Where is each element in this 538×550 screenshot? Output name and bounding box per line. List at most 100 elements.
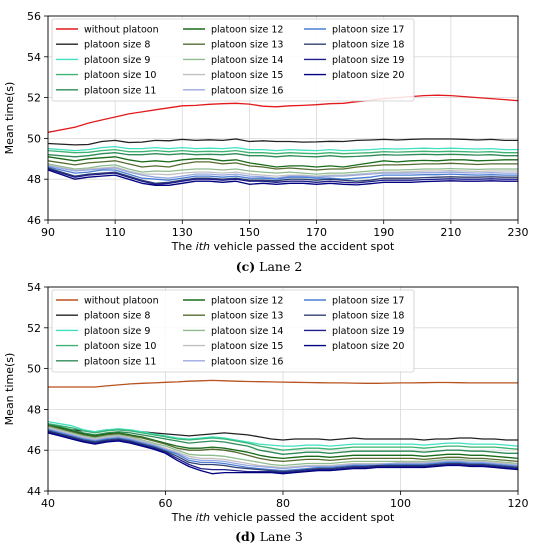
series-line-platoon-size-11 bbox=[48, 152, 518, 158]
x-tick-label: 130 bbox=[172, 226, 193, 239]
series-line-platoon-size-17 bbox=[48, 429, 518, 472]
x-tick-label: 60 bbox=[159, 497, 173, 510]
legend-label: platoon size 17 bbox=[332, 25, 404, 36]
legend-label: without platoon bbox=[84, 25, 159, 36]
chart-lane-3: 40 60 80 100 120 44 46 48 50 52 54 without platoon p… bbox=[3, 281, 529, 544]
series-group bbox=[48, 94, 518, 186]
y-tick-label: 48 bbox=[27, 173, 41, 186]
series-line-platoon-size-12 bbox=[48, 425, 518, 460]
series-line-platoon-size-20 bbox=[48, 169, 518, 186]
series-line-platoon-size-10 bbox=[48, 423, 518, 451]
series-line-without-platoon bbox=[48, 379, 518, 388]
x-axis-label: The ith vehicle passed the accident spot bbox=[171, 511, 395, 524]
legend-label: platoon size 15 bbox=[211, 341, 283, 352]
x-tick-label: 100 bbox=[390, 497, 411, 510]
y-tick-label: 50 bbox=[27, 132, 41, 145]
chart-caption: (d) Lane 3 bbox=[235, 529, 303, 544]
y-tick-label: 54 bbox=[27, 51, 41, 64]
x-axis-label-suffix: vehicle passed the accident spot bbox=[210, 511, 395, 524]
legend-label: platoon size 18 bbox=[332, 311, 404, 322]
legend-box bbox=[51, 18, 415, 102]
series-line-platoon-size-9 bbox=[48, 145, 518, 152]
x-tick-label: 80 bbox=[276, 497, 290, 510]
legend-label: platoon size 18 bbox=[332, 40, 404, 51]
series-line-platoon-size-19 bbox=[48, 168, 518, 185]
series-line-platoon-size-19 bbox=[48, 431, 518, 474]
chart-caption: (c) Lane 2 bbox=[236, 259, 303, 274]
legend-label: platoon size 14 bbox=[211, 55, 283, 66]
caption-text: Lane 2 bbox=[259, 259, 302, 274]
y-tick-label: 56 bbox=[27, 10, 41, 23]
x-axis-label-italic: ith bbox=[196, 511, 210, 524]
x-tick-label: 170 bbox=[306, 226, 327, 239]
legend-label: platoon size 19 bbox=[332, 326, 404, 337]
series-line-platoon-size-14 bbox=[48, 426, 518, 467]
legend-label: platoon size 11 bbox=[84, 356, 156, 367]
legend-label: platoon size 16 bbox=[211, 85, 283, 96]
x-tick-label: 150 bbox=[239, 226, 260, 239]
caption-letter: (d) bbox=[235, 529, 256, 544]
legend-label: platoon size 9 bbox=[84, 55, 150, 66]
legend-label: platoon size 9 bbox=[84, 326, 150, 337]
y-axis-label: Mean time(s) bbox=[3, 82, 16, 155]
series-line-platoon-size-11 bbox=[48, 424, 518, 455]
series-line-without-platoon bbox=[48, 94, 518, 133]
y-tick-label: 54 bbox=[27, 281, 41, 294]
y-tick-label: 44 bbox=[27, 485, 41, 498]
y-tick-label: 46 bbox=[27, 214, 41, 227]
x-axis-label-prefix: The bbox=[171, 511, 196, 524]
x-tick-label: 190 bbox=[373, 226, 394, 239]
series-line-platoon-size-16 bbox=[48, 165, 518, 179]
series-line-platoon-size-14 bbox=[48, 163, 518, 175]
legend-label: platoon size 20 bbox=[332, 341, 404, 352]
legend-label: platoon size 10 bbox=[84, 341, 156, 352]
legend-label: platoon size 12 bbox=[211, 296, 283, 307]
caption-letter: (c) bbox=[236, 259, 255, 274]
legend-box bbox=[51, 289, 415, 373]
y-tick-label: 50 bbox=[27, 363, 41, 376]
legend-label: platoon size 11 bbox=[84, 85, 156, 96]
x-axis-label-italic: ith bbox=[196, 240, 210, 253]
series-line-platoon-size-13 bbox=[48, 160, 518, 171]
legend-label: platoon size 12 bbox=[211, 25, 283, 36]
chart-lane-2: 90 110 130 150 170 190 210 230 46 48 50 52 54 56 witho… bbox=[3, 10, 529, 274]
series-line-platoon-size-16 bbox=[48, 428, 518, 470]
series-line-platoon-size-15 bbox=[48, 164, 518, 177]
legend-label: platoon size 10 bbox=[84, 70, 156, 81]
y-tick-label: 52 bbox=[27, 92, 41, 105]
legend-label: platoon size 16 bbox=[211, 356, 283, 367]
series-line-platoon-size-20 bbox=[48, 432, 518, 475]
axes-frame bbox=[47, 15, 519, 221]
series-line-platoon-size-18 bbox=[48, 167, 518, 184]
series-line-platoon-size-8 bbox=[48, 138, 518, 146]
legend-label: platoon size 19 bbox=[332, 55, 404, 66]
legend-label: platoon size 8 bbox=[84, 311, 150, 322]
series-line-platoon-size-10 bbox=[48, 148, 518, 155]
y-tick-label: 52 bbox=[27, 322, 41, 335]
series-line-platoon-size-17 bbox=[48, 166, 518, 181]
x-tick-label: 40 bbox=[41, 497, 55, 510]
series-line-platoon-size-18 bbox=[48, 430, 518, 473]
x-axis-label-prefix: The bbox=[171, 240, 196, 253]
x-tick-label: 110 bbox=[105, 226, 126, 239]
legend-label: platoon size 15 bbox=[211, 70, 283, 81]
legend-label: platoon size 20 bbox=[332, 70, 404, 81]
x-tick-label: 120 bbox=[508, 497, 529, 510]
y-tick-label: 48 bbox=[27, 403, 41, 416]
x-axis-label: The ith vehicle passed the accident spot bbox=[171, 240, 395, 253]
x-tick-label: 210 bbox=[440, 226, 461, 239]
y-tick-label: 46 bbox=[27, 444, 41, 457]
legend-label: platoon size 13 bbox=[211, 311, 283, 322]
series-group bbox=[48, 379, 518, 475]
y-axis-label: Mean time(s) bbox=[3, 353, 16, 426]
legend-label: platoon size 17 bbox=[332, 296, 404, 307]
x-tick-label: 90 bbox=[41, 226, 55, 239]
legend-label: without platoon bbox=[84, 296, 159, 307]
legend-label: platoon size 13 bbox=[211, 40, 283, 51]
series-line-platoon-size-9 bbox=[48, 420, 518, 447]
legend-label: platoon size 8 bbox=[84, 40, 150, 51]
caption-text: Lane 3 bbox=[260, 529, 303, 544]
x-axis-label-suffix: vehicle passed the accident spot bbox=[210, 240, 395, 253]
series-line-platoon-size-15 bbox=[48, 427, 518, 469]
